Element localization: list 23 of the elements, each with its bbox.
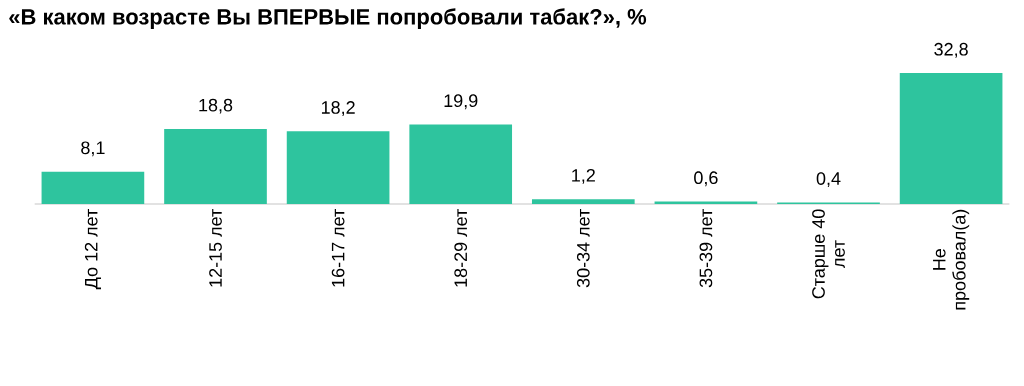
chart-title: «В каком возрасте Вы ВПЕРВЫЕ попробовали табак?», % bbox=[9, 8, 647, 29]
data-label: 0,4 bbox=[816, 172, 841, 188]
data-label: 8,1 bbox=[81, 141, 105, 157]
data-label: 18,2 bbox=[321, 101, 355, 116]
x-tick-label: 30-34 лет bbox=[576, 209, 590, 288]
bar bbox=[899, 73, 1003, 205]
x-tick-label: 35-39 лет bbox=[699, 209, 713, 288]
data-label: 0,6 bbox=[694, 171, 718, 187]
data-label: 1,2 bbox=[572, 168, 595, 184]
x-tick-label: 18-29 лет bbox=[454, 209, 468, 287]
data-label: 19,9 bbox=[444, 94, 478, 110]
bar bbox=[286, 131, 390, 205]
x-tick-label: 16-17 лет bbox=[331, 209, 345, 287]
x-tick-label: 12-15 лет bbox=[209, 209, 222, 287]
bar bbox=[164, 128, 267, 205]
data-label: 18,8 bbox=[199, 98, 233, 114]
bar bbox=[409, 124, 513, 205]
x-tick-label: Старше 40 лет bbox=[812, 209, 845, 299]
bar bbox=[531, 199, 635, 205]
x-tick-label: До 12 лет bbox=[84, 209, 101, 290]
data-label: 32,8 bbox=[934, 42, 968, 58]
bar bbox=[41, 171, 145, 205]
x-tick-label: Не пробовал(а) bbox=[933, 209, 970, 310]
